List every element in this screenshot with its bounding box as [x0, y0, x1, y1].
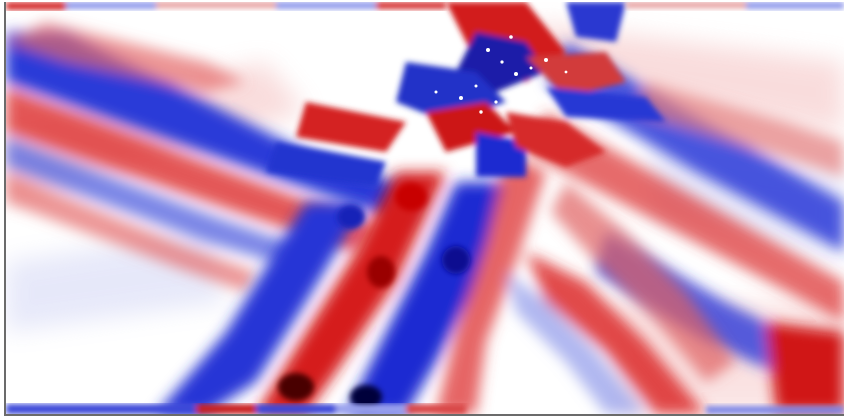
top-edge-noise [6, 2, 844, 10]
right-diagonal-bands [526, 42, 844, 412]
bottom-edge-noise [6, 404, 844, 414]
wavefield-image [4, 2, 844, 416]
source-speckles [434, 35, 568, 114]
left-diagonal-bands [6, 22, 426, 292]
wavefield-canvas [6, 2, 844, 414]
source-region [266, 2, 666, 187]
fan-bands [156, 152, 736, 414]
dark-cores [278, 183, 470, 409]
